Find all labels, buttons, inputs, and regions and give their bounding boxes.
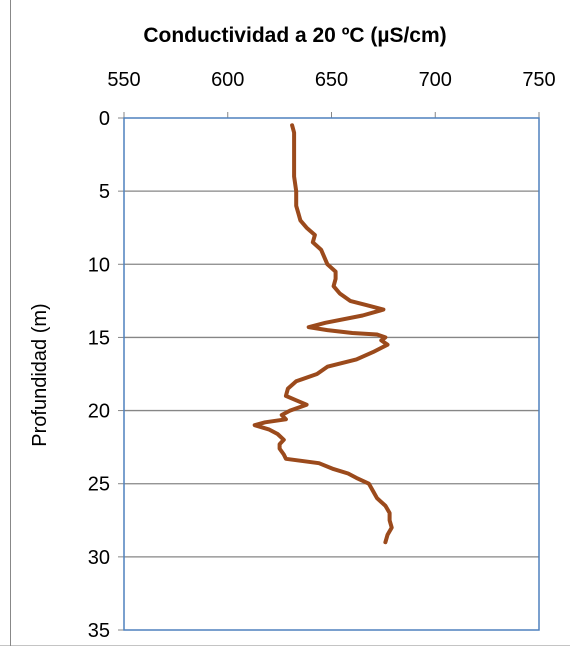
y-tick-label: 10 <box>88 254 110 276</box>
y-tick-label: 15 <box>88 327 110 349</box>
y-tick-label: 35 <box>88 620 110 642</box>
x-tick-label: 700 <box>419 69 452 91</box>
chart-title: Conductividad a 20 ºC (µS/cm) <box>143 24 446 47</box>
series-layer <box>252 123 394 545</box>
y-tick-label: 20 <box>88 401 110 423</box>
grid-layer <box>124 190 539 558</box>
plot-area-border <box>123 117 540 631</box>
x-tick-label: 600 <box>211 69 244 91</box>
y-tick-label: 30 <box>88 547 110 569</box>
y-tick-label: 0 <box>99 108 110 130</box>
y-tick-label: 25 <box>88 474 110 496</box>
series-line-0 <box>252 123 394 545</box>
x-tick-label: 650 <box>315 69 348 91</box>
y-axis-label: Profundidad (m) <box>29 303 51 446</box>
x-tick-label: 750 <box>522 69 555 91</box>
tick-layer: 0 5 10 15 20 25 30 35 550 600 650 700 750 <box>88 69 556 642</box>
y-tick-label: 5 <box>99 181 110 203</box>
x-tick-label: 550 <box>107 69 140 91</box>
